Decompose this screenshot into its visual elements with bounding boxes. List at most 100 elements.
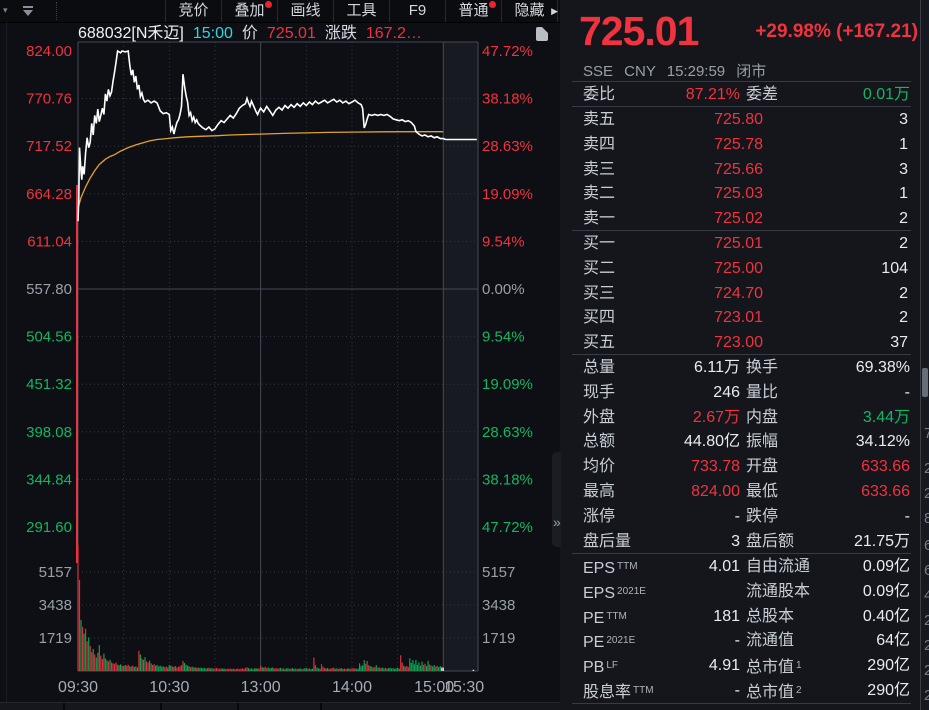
right-axis-labels: 47.72% 38.18% 28.63% 19.09% 9.54% 0.00% 9.54% 1… [482, 43, 533, 647]
clipped-text-fragment: 6 [924, 537, 929, 554]
stat-label: 总量 [583, 359, 616, 376]
stat-row: 现手 246 量比 - [560, 380, 920, 405]
level-price: 725.66 [714, 160, 763, 178]
axis-label: 38.18% [482, 471, 533, 488]
notification-dot-icon [265, 1, 272, 8]
order-book-row-卖一[interactable]: 卖一 725.02 2 [560, 206, 920, 231]
level-label: 卖四 [583, 135, 616, 153]
level-price: 725.80 [714, 111, 763, 128]
mini-collapse-icon[interactable]: ▾ [3, 5, 8, 15]
financial-row: EPS 2021E 流通股本 0.09亿 [560, 579, 920, 604]
exchange-status-line: SSE CNY 15:29:59 闭市 [583, 63, 767, 80]
order-book-row-卖二[interactable]: 卖二 725.03 1 [560, 181, 920, 206]
weibi-row: 委比 87.21% 委差 0.01万 [560, 82, 920, 107]
level-price: 725.00 [714, 259, 763, 277]
axis-label: 1719 [39, 630, 72, 647]
last-tick-time: 15:00 [192, 25, 233, 42]
clipped-text-fragment: 8 [924, 510, 929, 527]
scrollbar-thumb[interactable] [922, 368, 928, 397]
quote-panel: 725.01 +29.98% (+167.21) SSE CNY 15:29:5… [560, 0, 920, 710]
fin-label-suffix: TTM [617, 561, 638, 572]
axis-label: 09:30 [58, 679, 98, 696]
order-book-row-买二[interactable]: 买二 725.00 104 [560, 256, 920, 281]
stock-code: 688032[N禾迈] [78, 25, 184, 42]
axis-label: 3438 [39, 597, 72, 614]
axis-label: 10:30 [149, 679, 189, 696]
level-size: 2 [899, 235, 908, 252]
level-label: 买五 [583, 334, 616, 352]
financial-row: PE 2021E - 流通值 64亿 [560, 628, 920, 653]
fin-label: PB LF [583, 659, 619, 677]
toolbar-item-叠加[interactable]: 叠加 [221, 0, 277, 22]
stat-row: 涨停 - 跌停 - [560, 504, 920, 529]
after-hours-zone [443, 42, 478, 671]
order-book-row-买一[interactable]: 买一 725.01 2 [560, 231, 920, 256]
left-axis-labels: 824.00 770.76 717.52 664.28 611.04 557.80 504.… [26, 43, 72, 647]
fin-value: - [734, 632, 740, 650]
stat-label: 跌停 [746, 507, 779, 525]
stat-value: 3 [731, 532, 740, 550]
clipped-text-fragment: 2 [924, 637, 929, 654]
axis-label: 5157 [39, 564, 72, 581]
volume-bars [77, 545, 475, 671]
toolbar-item-label: 隐藏 [514, 2, 545, 19]
axis-label: 38.18% [482, 91, 533, 108]
bottom-bar-separator [320, 703, 322, 710]
order-book-row-卖三[interactable]: 卖三 725.66 3 [560, 157, 920, 182]
axis-label: 3438 [482, 597, 515, 614]
fin-label-suffix: LF [606, 660, 619, 672]
axis-label: 19.09% [482, 186, 533, 203]
clipped-text-fragment: 6 [924, 562, 929, 579]
stat-value: 69.38% [855, 359, 910, 376]
order-book-row-买四[interactable]: 买四 723.01 2 [560, 305, 920, 330]
expand-arrow-icon: ▶ [551, 6, 558, 16]
level-size: 2 [899, 284, 908, 302]
divider [572, 230, 911, 231]
toolbar-item-普通[interactable]: 普通 [445, 0, 501, 22]
timeshare-chart[interactable]: 824.00 770.76 717.52 664.28 611.04 557.80 504.… [0, 22, 560, 702]
price-change: +29.98% (+167.21) [755, 21, 918, 42]
fin-label: 股息率 TTM [583, 684, 654, 701]
toolbar-item-label: 普通 [458, 2, 489, 19]
order-book-row-买三[interactable]: 买三 724.70 2 [560, 281, 920, 306]
clipped-text-fragment: 2 [924, 687, 929, 704]
toolbar-item-label: 工具 [346, 2, 377, 19]
order-book-row-买五[interactable]: 买五 723.00 37 [560, 330, 920, 355]
fin-value: 4.01 [708, 558, 740, 575]
stat-label: 量比 [746, 383, 779, 401]
fin-value: 4.91 [708, 657, 740, 675]
stat-value: 6.11万 [694, 359, 740, 376]
level-size: 104 [881, 259, 908, 277]
order-book-row-卖五[interactable]: 卖五 725.80 3 [560, 107, 920, 132]
toolbar-item-隐藏[interactable]: 隐藏 ▶ [501, 0, 558, 22]
collapse-panel-button[interactable]: » [552, 452, 561, 547]
fin-label: EPS TTM [583, 560, 638, 577]
weibi-label: 委比 [583, 86, 616, 103]
bottom-tab-bar[interactable] [0, 702, 560, 710]
axis-label: 0.00% [482, 281, 525, 298]
order-book-row-卖四[interactable]: 卖四 725.78 1 [560, 132, 920, 157]
filter-collapse-icon[interactable] [22, 6, 34, 16]
toolbar-item-label: 画线 [290, 2, 321, 19]
toolbar-item-F9[interactable]: F9 [389, 0, 445, 22]
financial-row: PE TTM 181 总股本 0.40亿 [560, 604, 920, 629]
toolbar-item-画线[interactable]: 画线 [277, 0, 333, 22]
fin-label-suffix: 2021E [617, 585, 646, 597]
stat-label: 振幅 [746, 433, 779, 451]
stat-label: 均价 [583, 458, 616, 476]
fin-label-suffix: 2 [796, 685, 802, 696]
toolbar-item-竞价[interactable]: 竞价 [165, 0, 221, 22]
level-size: 1 [899, 135, 908, 153]
axis-label: 398.08 [26, 424, 72, 441]
chart-grid [77, 41, 479, 672]
toolbar-menu: 竞价 叠加 画线 工具 F9 普通 隐藏 ▶ [165, 0, 558, 22]
fin-label: 总市值 1 [746, 659, 802, 677]
toolbar-item-工具[interactable]: 工具 [333, 0, 389, 22]
page-icon[interactable] [536, 27, 548, 41]
fin-label-suffix: 2021E [606, 635, 636, 647]
axis-label: 13:00 [241, 679, 281, 696]
clipped-text-fragment: 4 [924, 587, 929, 604]
level-price: 725.01 [714, 235, 763, 252]
